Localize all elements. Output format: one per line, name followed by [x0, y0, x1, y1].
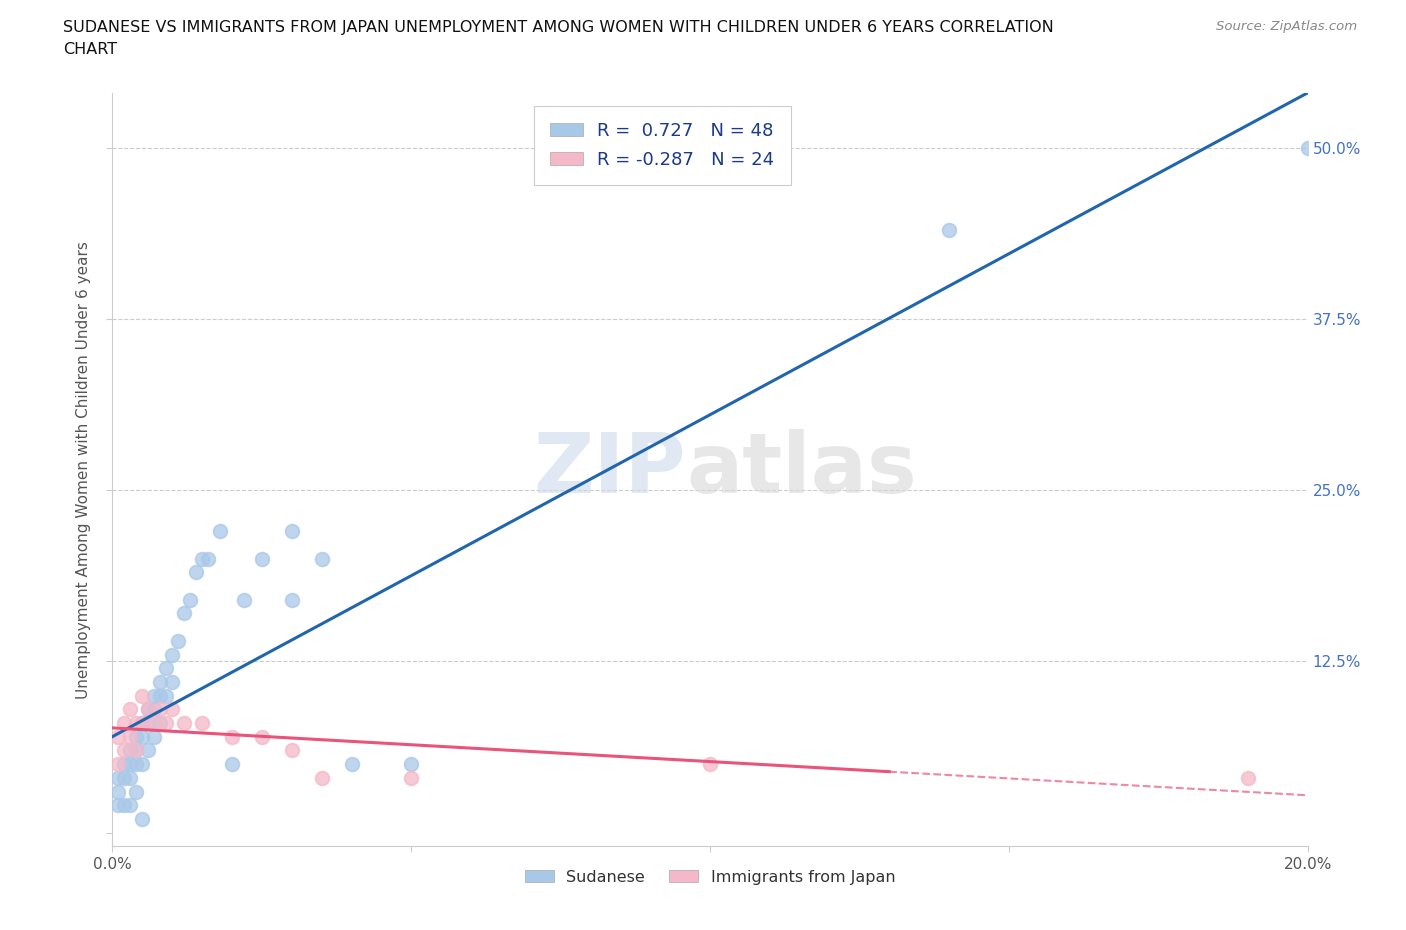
Point	[311, 551, 333, 566]
Point	[125, 784, 148, 799]
Point	[131, 757, 153, 772]
Point	[143, 715, 166, 730]
Point	[125, 743, 148, 758]
Point	[125, 743, 148, 758]
Point	[131, 812, 153, 827]
Point	[186, 565, 208, 579]
Point	[120, 743, 142, 758]
Point	[125, 715, 148, 730]
Point	[131, 729, 153, 744]
Point	[155, 688, 177, 703]
Point	[107, 770, 129, 785]
Point	[114, 743, 135, 758]
Point	[173, 606, 195, 621]
Point	[162, 647, 183, 662]
Point	[114, 798, 135, 813]
Point	[233, 592, 256, 607]
Point	[340, 757, 363, 772]
Point	[107, 757, 129, 772]
Point	[281, 524, 304, 538]
Point	[221, 757, 243, 772]
Point	[120, 757, 142, 772]
Point	[114, 757, 135, 772]
Point	[138, 743, 160, 758]
Point	[107, 798, 129, 813]
Point	[162, 674, 183, 689]
Text: Source: ZipAtlas.com: Source: ZipAtlas.com	[1216, 20, 1357, 33]
Point	[1296, 140, 1319, 155]
Point	[138, 715, 160, 730]
Point	[149, 715, 172, 730]
Point	[221, 729, 243, 744]
Point	[179, 592, 201, 607]
Point	[1237, 770, 1260, 785]
Point	[138, 702, 160, 717]
Point	[131, 715, 153, 730]
Y-axis label: Unemployment Among Women with Children Under 6 years: Unemployment Among Women with Children U…	[76, 241, 91, 698]
Legend: Sudanese, Immigrants from Japan: Sudanese, Immigrants from Japan	[519, 863, 901, 891]
Text: CHART: CHART	[63, 42, 117, 57]
Point	[131, 715, 153, 730]
Point	[114, 770, 135, 785]
Point	[173, 715, 195, 730]
Point	[125, 757, 148, 772]
Point	[209, 524, 232, 538]
Point	[250, 551, 273, 566]
Point	[311, 770, 333, 785]
Point	[401, 757, 423, 772]
Point	[250, 729, 273, 744]
Point	[149, 702, 172, 717]
Point	[149, 674, 172, 689]
Point	[167, 633, 190, 648]
Point	[401, 770, 423, 785]
Text: SUDANESE VS IMMIGRANTS FROM JAPAN UNEMPLOYMENT AMONG WOMEN WITH CHILDREN UNDER 6: SUDANESE VS IMMIGRANTS FROM JAPAN UNEMPL…	[63, 20, 1054, 35]
Point	[120, 798, 142, 813]
Point	[191, 551, 214, 566]
Point	[107, 784, 129, 799]
Point	[155, 715, 177, 730]
Point	[120, 702, 142, 717]
Point	[120, 770, 142, 785]
Point	[281, 743, 304, 758]
Point	[143, 688, 166, 703]
Point	[138, 702, 160, 717]
Point	[143, 729, 166, 744]
Text: atlas: atlas	[686, 429, 917, 511]
Point	[107, 729, 129, 744]
Point	[131, 688, 153, 703]
Point	[114, 715, 135, 730]
Point	[125, 729, 148, 744]
Point	[197, 551, 219, 566]
Point	[938, 222, 960, 237]
Point	[281, 592, 304, 607]
Point	[191, 715, 214, 730]
Point	[155, 661, 177, 676]
Point	[149, 688, 172, 703]
Text: ZIP: ZIP	[534, 429, 686, 511]
Point	[162, 702, 183, 717]
Point	[120, 729, 142, 744]
Point	[699, 757, 721, 772]
Point	[143, 702, 166, 717]
